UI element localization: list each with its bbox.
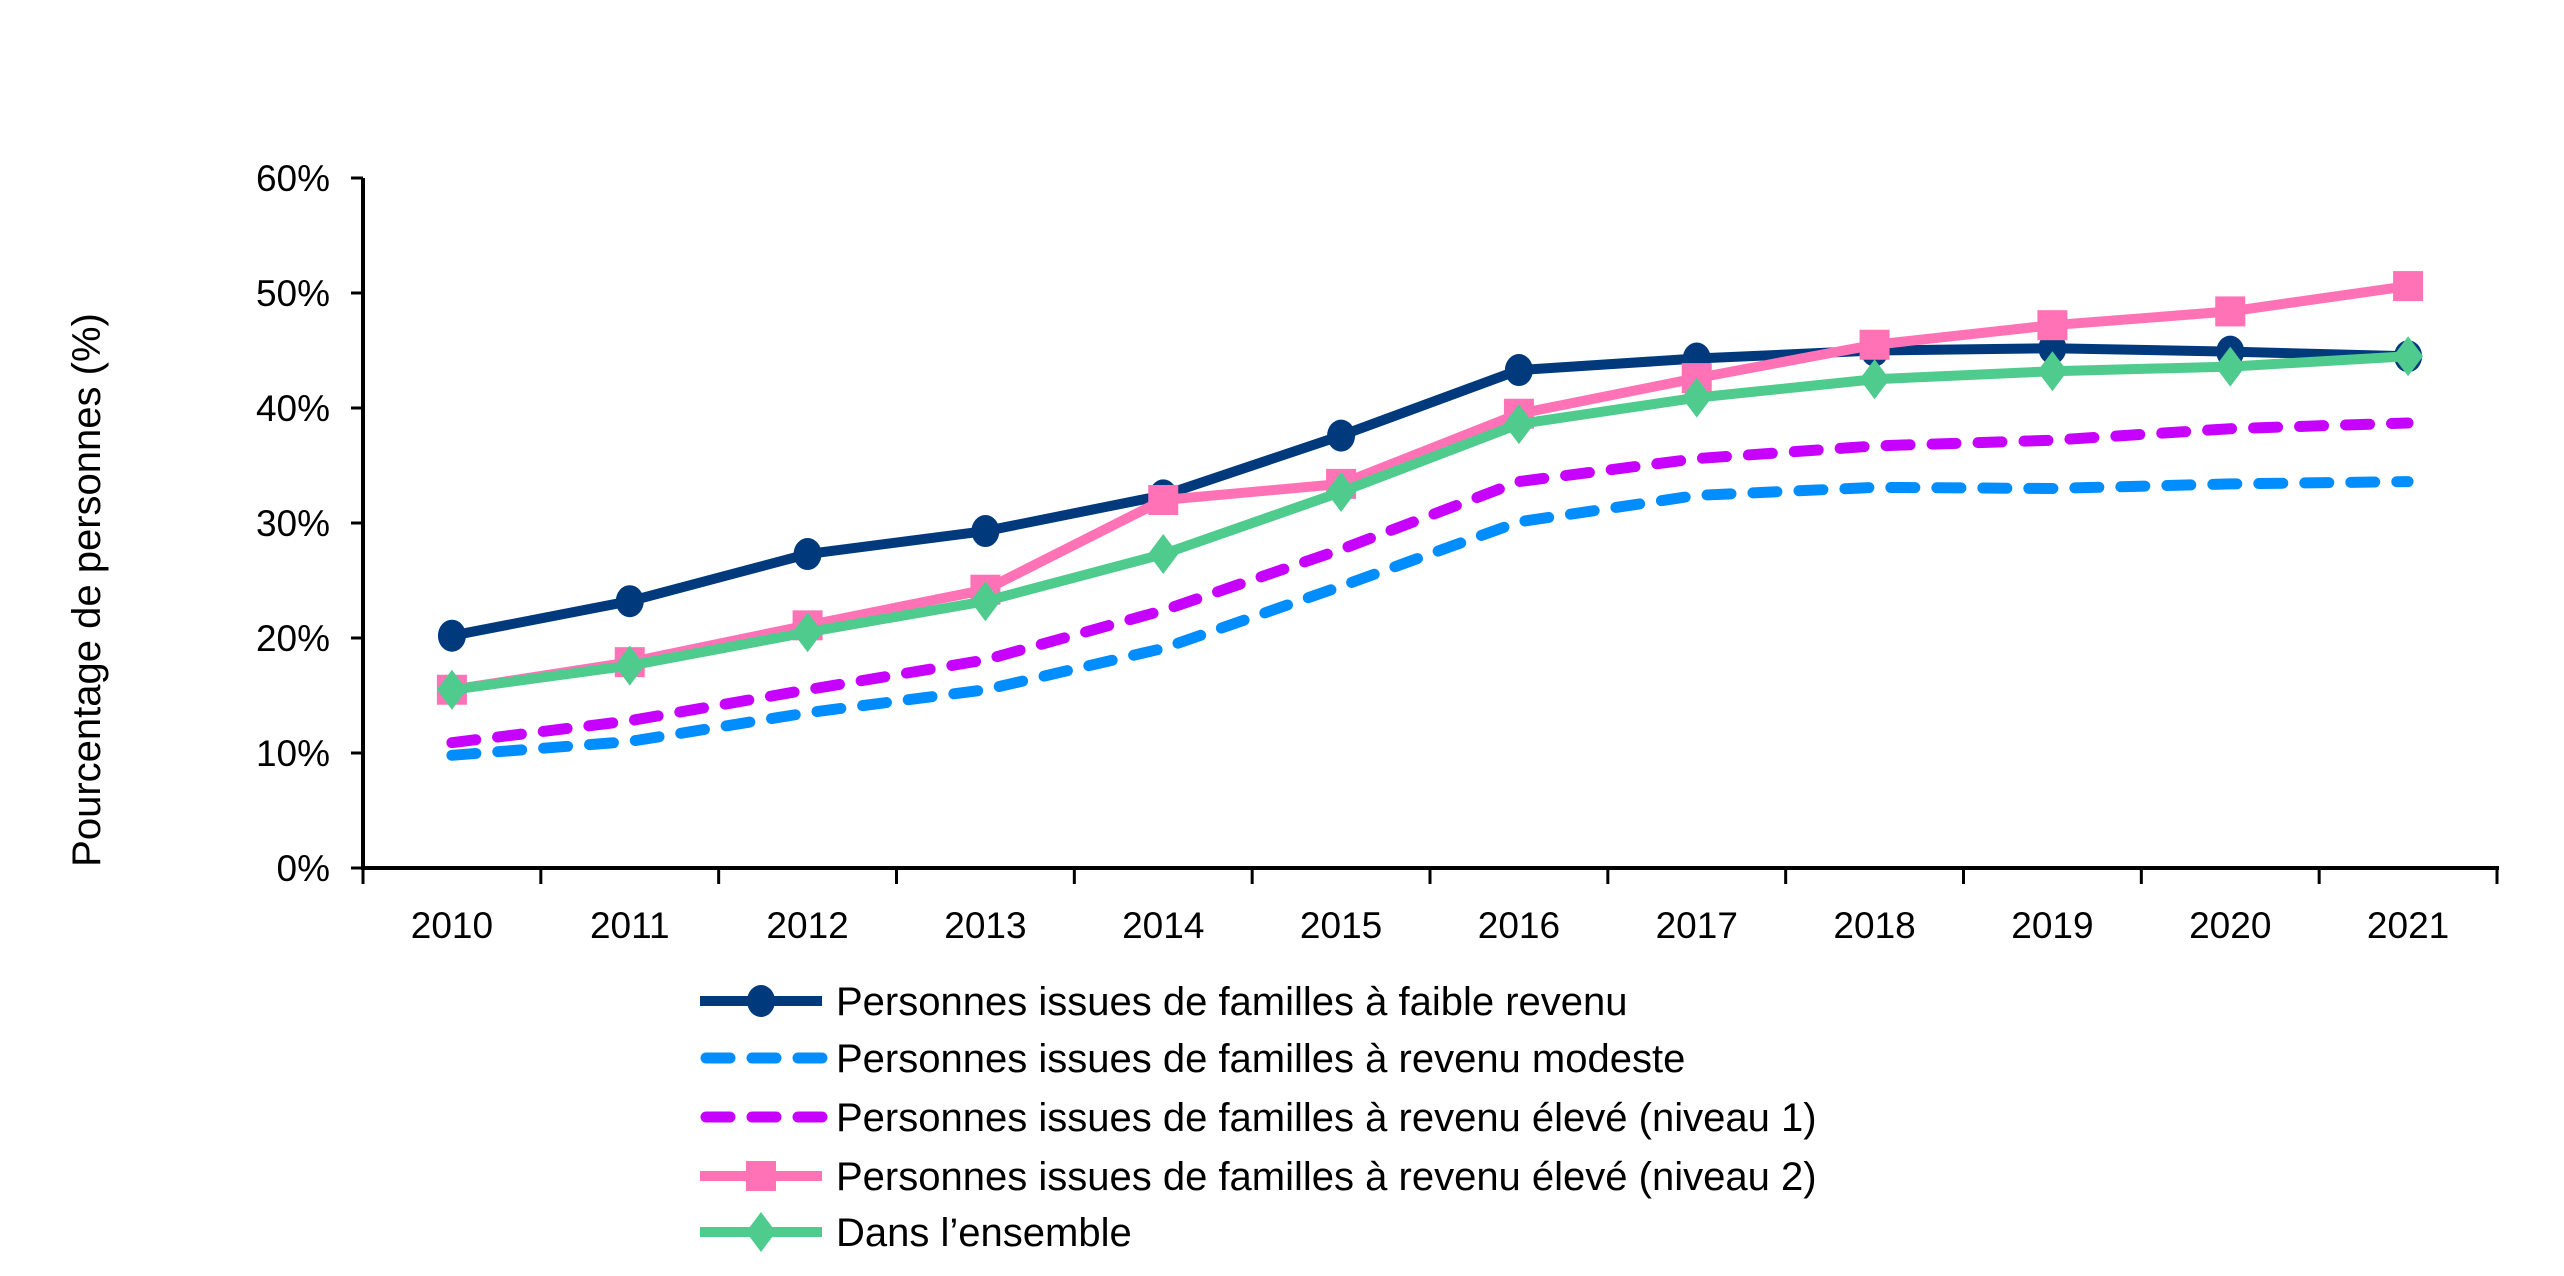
legend-item: Personnes issues de familles à revenu él…	[700, 1096, 1817, 1140]
y-tick-label: 40%	[256, 388, 330, 429]
legend-marker	[747, 985, 775, 1017]
legend-label: Personnes issues de familles à revenu él…	[836, 1155, 1817, 1199]
data-point	[436, 669, 467, 710]
legend-item: Personnes issues de familles à revenu mo…	[700, 1037, 1685, 1081]
x-tick-label: 2018	[1833, 905, 1915, 946]
x-tick-label: 2019	[2011, 905, 2093, 946]
x-tick-label: 2012	[766, 905, 848, 946]
series-group	[436, 271, 2424, 761]
y-tick-label: 50%	[256, 273, 330, 314]
data-point	[1327, 419, 1356, 452]
x-tick-label: 2015	[1300, 905, 1382, 946]
x-tick-label: 2016	[1478, 905, 1560, 946]
data-point	[2393, 336, 2424, 377]
y-axis-label: Pourcentage de personnes (%)	[65, 313, 109, 867]
data-point	[1859, 329, 1890, 360]
y-tick-label: 20%	[256, 618, 330, 659]
data-point	[2037, 310, 2068, 341]
data-point	[1681, 377, 1712, 418]
y-tick-label: 60%	[256, 158, 330, 199]
x-tick-label: 2020	[2189, 905, 2271, 946]
series-1	[446, 476, 2414, 761]
series-line	[450, 343, 2409, 641]
data-point	[614, 645, 645, 686]
legend-label: Personnes issues de familles à faible re…	[836, 980, 1628, 1024]
data-point	[2393, 271, 2424, 302]
legend-label: Personnes issues de familles à revenu mo…	[836, 1037, 1685, 1081]
x-tick-label: 2010	[411, 905, 493, 946]
data-point	[2215, 346, 2246, 387]
legend-marker	[746, 1212, 776, 1252]
series-line	[446, 476, 2414, 761]
legend-item: Personnes issues de familles à revenu él…	[700, 1155, 1817, 1199]
x-axis-ticks: 2010 2011 2012 2013 2014 2015 2016 2017 2018 2019…	[361, 868, 2499, 946]
legend: Personnes issues de familles à faible re…	[700, 980, 1817, 1255]
x-tick-label: 2013	[944, 905, 1026, 946]
series-2	[446, 417, 2414, 749]
data-point	[1326, 471, 1357, 512]
legend-label: Personnes issues de familles à revenu él…	[836, 1096, 1817, 1140]
data-point	[437, 619, 466, 652]
series-line	[451, 351, 2409, 695]
data-point	[970, 581, 1001, 622]
data-point	[1503, 404, 1534, 445]
series-line	[451, 281, 2409, 695]
data-point	[792, 612, 823, 653]
y-tick-label: 0%	[277, 848, 330, 889]
data-point	[1859, 359, 1890, 400]
y-axis-ticks: 0% 10% 20% 30% 40% 50% 60%	[256, 158, 363, 889]
data-point	[1148, 485, 1179, 515]
legend-marker	[746, 1161, 776, 1191]
legend-label: Dans l’ensemble	[836, 1211, 1132, 1255]
x-tick-label: 2017	[1656, 905, 1738, 946]
data-point	[2037, 351, 2068, 392]
y-tick-label: 30%	[256, 503, 330, 544]
x-tick-label: 2014	[1122, 905, 1204, 946]
legend-item: Dans l’ensemble	[700, 1211, 1132, 1255]
data-point	[615, 585, 644, 618]
data-point	[1148, 534, 1179, 575]
legend-item: Personnes issues de familles à faible re…	[700, 980, 1628, 1024]
data-point	[971, 515, 1000, 548]
x-tick-label: 2021	[2367, 905, 2449, 946]
x-tick-label: 2011	[590, 905, 670, 946]
y-tick-label: 10%	[256, 733, 330, 774]
series-line	[446, 417, 2414, 749]
data-point	[1504, 354, 1533, 387]
series-4	[436, 336, 2424, 710]
data-point	[2215, 296, 2246, 327]
data-point	[793, 538, 822, 571]
